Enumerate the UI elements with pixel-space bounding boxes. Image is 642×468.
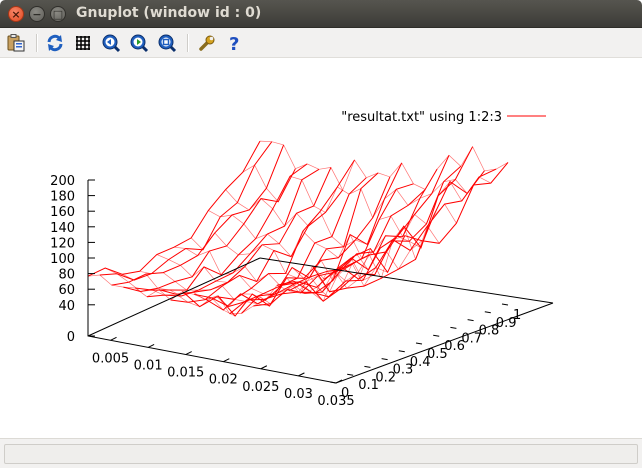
y-tick-label: 0.5 bbox=[427, 347, 448, 362]
y-tick-label: 0.8 bbox=[479, 324, 500, 339]
toolbar-separator bbox=[187, 34, 189, 52]
x-tick-label: 0.03 bbox=[284, 387, 313, 402]
x-tick-label: 0.025 bbox=[242, 380, 279, 395]
y-tick-mark bbox=[450, 326, 457, 329]
x-tick-mark bbox=[298, 372, 305, 377]
surface-plot[interactable]: 0.005 0.01 0.015 0.02 0.025 0.03 0.035 0 0.10.2… bbox=[0, 58, 642, 438]
toolbar: ? bbox=[0, 28, 642, 58]
y-tick-label: 0.6 bbox=[444, 339, 465, 354]
surface-line-y bbox=[259, 140, 509, 191]
replot-icon[interactable] bbox=[45, 33, 65, 53]
help-icon[interactable]: ? bbox=[225, 33, 245, 53]
x-axis-back bbox=[87, 257, 261, 337]
x-tick-label: 0.035 bbox=[317, 394, 354, 409]
y-tick-label: 1 bbox=[513, 308, 521, 323]
surface-mesh bbox=[87, 140, 509, 317]
status-bar bbox=[0, 438, 642, 468]
y-tick-mark bbox=[433, 334, 440, 337]
y-axis-ticks: 0 0.10.20.30.40.50.60.70.80.91 bbox=[329, 303, 521, 401]
x-tick-mark bbox=[223, 358, 230, 363]
x-tick-label: 0.01 bbox=[134, 358, 163, 373]
toolbar-separator bbox=[36, 34, 38, 52]
x-tick-label: 0.02 bbox=[209, 373, 238, 388]
x-tick-label: 0.015 bbox=[167, 366, 204, 381]
surface-line-y bbox=[173, 240, 423, 294]
surface-line-y bbox=[225, 181, 474, 248]
svg-text:?: ? bbox=[229, 34, 239, 53]
y-tick-label: 0.2 bbox=[375, 370, 396, 385]
x-tick-mark bbox=[110, 336, 117, 341]
y-tick-mark bbox=[347, 373, 354, 376]
y-tick-mark bbox=[329, 381, 337, 384]
z-tick-label: 120 bbox=[50, 236, 75, 251]
minimize-window-button[interactable]: − bbox=[29, 6, 45, 22]
x-tick-label: 0.005 bbox=[92, 351, 129, 366]
legend-label: "resultat.txt" using 1:2:3 bbox=[341, 110, 502, 125]
y-tick-label: 0.3 bbox=[393, 363, 414, 378]
x-tick-mark bbox=[147, 343, 155, 348]
surface-line-y bbox=[156, 235, 405, 295]
y-tick-mark bbox=[364, 365, 371, 368]
z-tick-label: 80 bbox=[58, 268, 75, 283]
surface-line-y bbox=[208, 203, 457, 259]
y-tick-mark bbox=[501, 303, 509, 306]
x-tick-mark bbox=[185, 351, 192, 355]
z-tick-label: 60 bbox=[58, 283, 75, 298]
surface-line-y bbox=[242, 164, 491, 219]
y-tick-label: 0.4 bbox=[410, 355, 431, 370]
surface-line-y bbox=[87, 265, 337, 315]
title-bar: × − □ Gnuplot (window id : 0) bbox=[0, 0, 642, 28]
x-tick-mark bbox=[335, 379, 343, 384]
surface-line-x bbox=[135, 163, 308, 291]
x-tick-mark bbox=[260, 365, 268, 370]
y-tick-mark bbox=[381, 358, 388, 361]
surface-line-y bbox=[122, 248, 371, 307]
window-title: Gnuplot (window id : 0) bbox=[76, 5, 262, 21]
next-zoom-icon[interactable] bbox=[129, 33, 149, 53]
copy-to-clipboard-icon[interactable] bbox=[6, 33, 26, 53]
surface-line-x bbox=[111, 144, 285, 286]
close-window-button[interactable]: × bbox=[8, 6, 24, 22]
surface-line-x bbox=[217, 176, 391, 317]
z-tick-label: 40 bbox=[58, 299, 75, 314]
z-tick-label: 160 bbox=[50, 205, 75, 220]
y-tick-label: 0.7 bbox=[461, 331, 482, 346]
status-field bbox=[4, 444, 638, 464]
z-tick-label: 100 bbox=[50, 252, 75, 267]
z-tick-label: 0 bbox=[67, 330, 75, 345]
maximize-window-button[interactable]: □ bbox=[50, 6, 66, 22]
x-axis-ticks: 0.005 0.01 0.015 0.02 0.025 0.03 0.035 bbox=[92, 336, 355, 409]
z-tick-label: 200 bbox=[50, 174, 75, 189]
y-tick-label: 0 bbox=[341, 386, 349, 401]
surface-line-y bbox=[190, 225, 440, 282]
y-axis-back bbox=[259, 257, 554, 304]
y-tick-mark bbox=[484, 311, 491, 314]
y-tick-mark bbox=[398, 350, 405, 353]
z-tick-label: 140 bbox=[50, 221, 75, 236]
settings-icon[interactable] bbox=[197, 33, 217, 53]
y-tick-mark bbox=[467, 319, 474, 322]
previous-zoom-icon[interactable] bbox=[101, 33, 121, 53]
y-tick-mark bbox=[415, 342, 423, 345]
surface-line-y bbox=[139, 262, 388, 307]
autoscale-icon[interactable] bbox=[157, 33, 177, 53]
grid-icon[interactable] bbox=[73, 33, 93, 53]
y-tick-label: 0.1 bbox=[358, 378, 379, 393]
z-tick-label: 180 bbox=[50, 190, 75, 205]
legend: "resultat.txt" using 1:2:3 bbox=[341, 110, 546, 125]
y-tick-label: 0.9 bbox=[496, 316, 517, 331]
plot-area[interactable]: 0.005 0.01 0.015 0.02 0.025 0.03 0.035 0 0.1 0.2… bbox=[0, 58, 642, 438]
